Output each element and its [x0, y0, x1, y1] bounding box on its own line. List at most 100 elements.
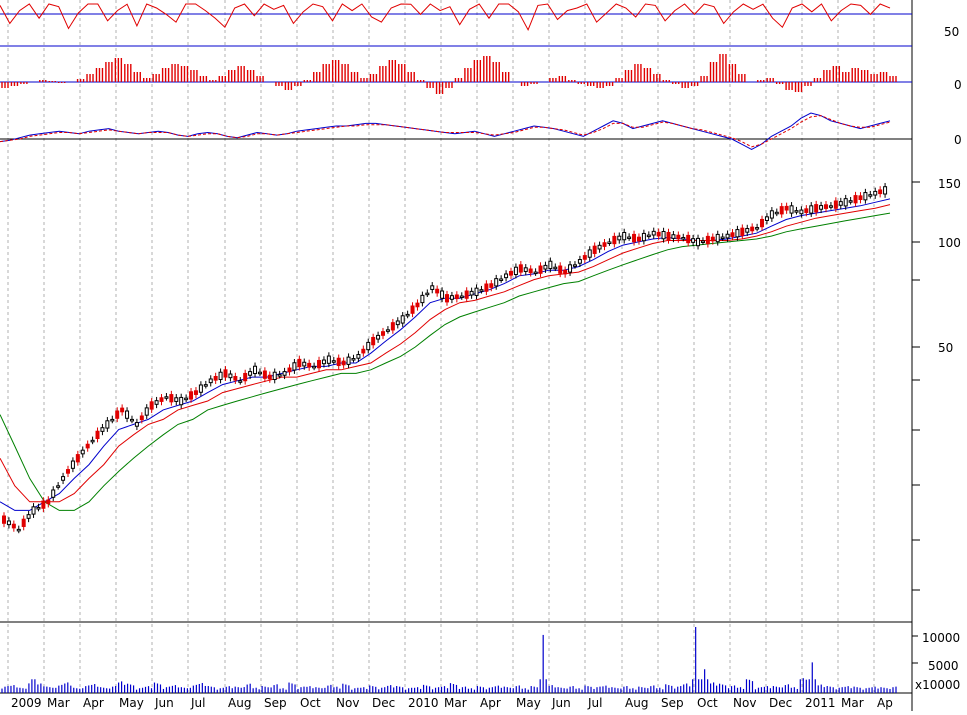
candle-body — [312, 365, 317, 369]
x-tick-label: May — [516, 696, 541, 710]
candle-body — [838, 201, 843, 206]
candle-body — [395, 320, 400, 326]
candle-body — [587, 249, 592, 258]
candle-body — [164, 396, 169, 399]
y-tick-label: 0 — [954, 78, 962, 92]
candle-body — [51, 489, 56, 498]
candle-body — [627, 236, 632, 240]
candle-body — [331, 360, 336, 363]
candle-body — [184, 397, 189, 401]
candle-body — [361, 348, 366, 354]
candle-body — [612, 235, 617, 245]
candle-body — [346, 356, 351, 365]
candle-body — [548, 260, 553, 270]
candle-body — [435, 288, 440, 294]
candle-body — [26, 514, 31, 519]
candle-body — [159, 397, 164, 402]
candle-body — [459, 295, 464, 299]
candle-body — [764, 216, 769, 221]
candle-body — [735, 229, 740, 238]
candle-body — [169, 394, 174, 403]
candle-body — [799, 209, 804, 215]
x-tick-label: Dec — [372, 696, 395, 710]
candle-body — [115, 410, 120, 419]
candle-body — [425, 292, 430, 296]
x-tick-label: May — [119, 696, 144, 710]
candle-body — [125, 410, 130, 419]
x-tick-label: Jun — [551, 696, 571, 710]
candle-body — [779, 206, 784, 215]
x-tick-label: Nov — [733, 696, 756, 710]
y-tick-label: 10000 — [922, 631, 960, 645]
candle-body — [198, 384, 203, 393]
candle-body — [661, 230, 666, 240]
x-tick-label: Apr — [83, 696, 104, 710]
candle-body — [632, 233, 637, 243]
candle-body — [366, 341, 371, 351]
candle-body — [154, 400, 159, 405]
candle-body — [513, 266, 518, 276]
candle-body — [385, 329, 390, 332]
x-tick-label: Ap — [877, 696, 893, 710]
oscillator-line-a — [0, 112, 891, 150]
x-tick-label: Jul — [190, 696, 205, 710]
candle-body — [828, 205, 833, 208]
candle-body — [479, 289, 484, 292]
candle-body — [646, 234, 651, 238]
candle-body — [474, 287, 479, 296]
candle-body — [351, 358, 356, 361]
candle-body — [636, 236, 641, 242]
candle-body — [533, 271, 538, 275]
y-tick-label: 0 — [954, 133, 962, 147]
candle-body — [858, 195, 863, 200]
x-tick-label: Jul — [587, 696, 602, 710]
candle-body — [454, 294, 459, 300]
candle-body — [36, 506, 41, 510]
candle-body — [144, 407, 149, 416]
candle-body — [297, 358, 302, 368]
candle-body — [46, 499, 51, 505]
histogram-panel — [0, 54, 912, 94]
candle-body — [508, 270, 513, 276]
candle-body — [218, 371, 223, 381]
candle-body — [277, 374, 282, 377]
candle-body — [750, 226, 755, 232]
candle-body — [449, 295, 454, 300]
candle-body — [863, 192, 868, 201]
candle-body — [405, 313, 410, 317]
candle-body — [317, 359, 322, 369]
candle-body — [223, 369, 228, 378]
x-tick-label: Aug — [228, 696, 251, 710]
candle-body — [262, 370, 267, 379]
candle-body — [819, 205, 824, 210]
candle-body — [257, 371, 262, 375]
grid — [7, 0, 875, 693]
candle-body — [415, 302, 420, 308]
candle-body — [789, 205, 794, 214]
candle-body — [622, 231, 627, 241]
candle-body — [651, 230, 656, 236]
candle-body — [833, 200, 838, 209]
candle-body — [11, 523, 16, 529]
candle-body — [568, 264, 573, 273]
candle-body — [528, 268, 533, 274]
candle-body — [868, 194, 873, 197]
candle-body — [553, 266, 558, 270]
candle-body — [755, 227, 760, 230]
candle-body — [784, 205, 789, 211]
candle-body — [21, 518, 26, 527]
x-tick-label: Oct — [300, 696, 321, 710]
ma-short-line — [0, 198, 891, 511]
candle-body — [228, 373, 233, 379]
candle-body — [617, 235, 622, 241]
candle-body — [681, 237, 686, 240]
x-tick-label: Sep — [661, 696, 684, 710]
candle-body — [381, 331, 386, 336]
candle-body — [760, 218, 765, 228]
candle-body — [597, 244, 602, 250]
candle-body — [769, 210, 774, 219]
candle-body — [120, 407, 125, 413]
candle-body — [656, 231, 661, 237]
